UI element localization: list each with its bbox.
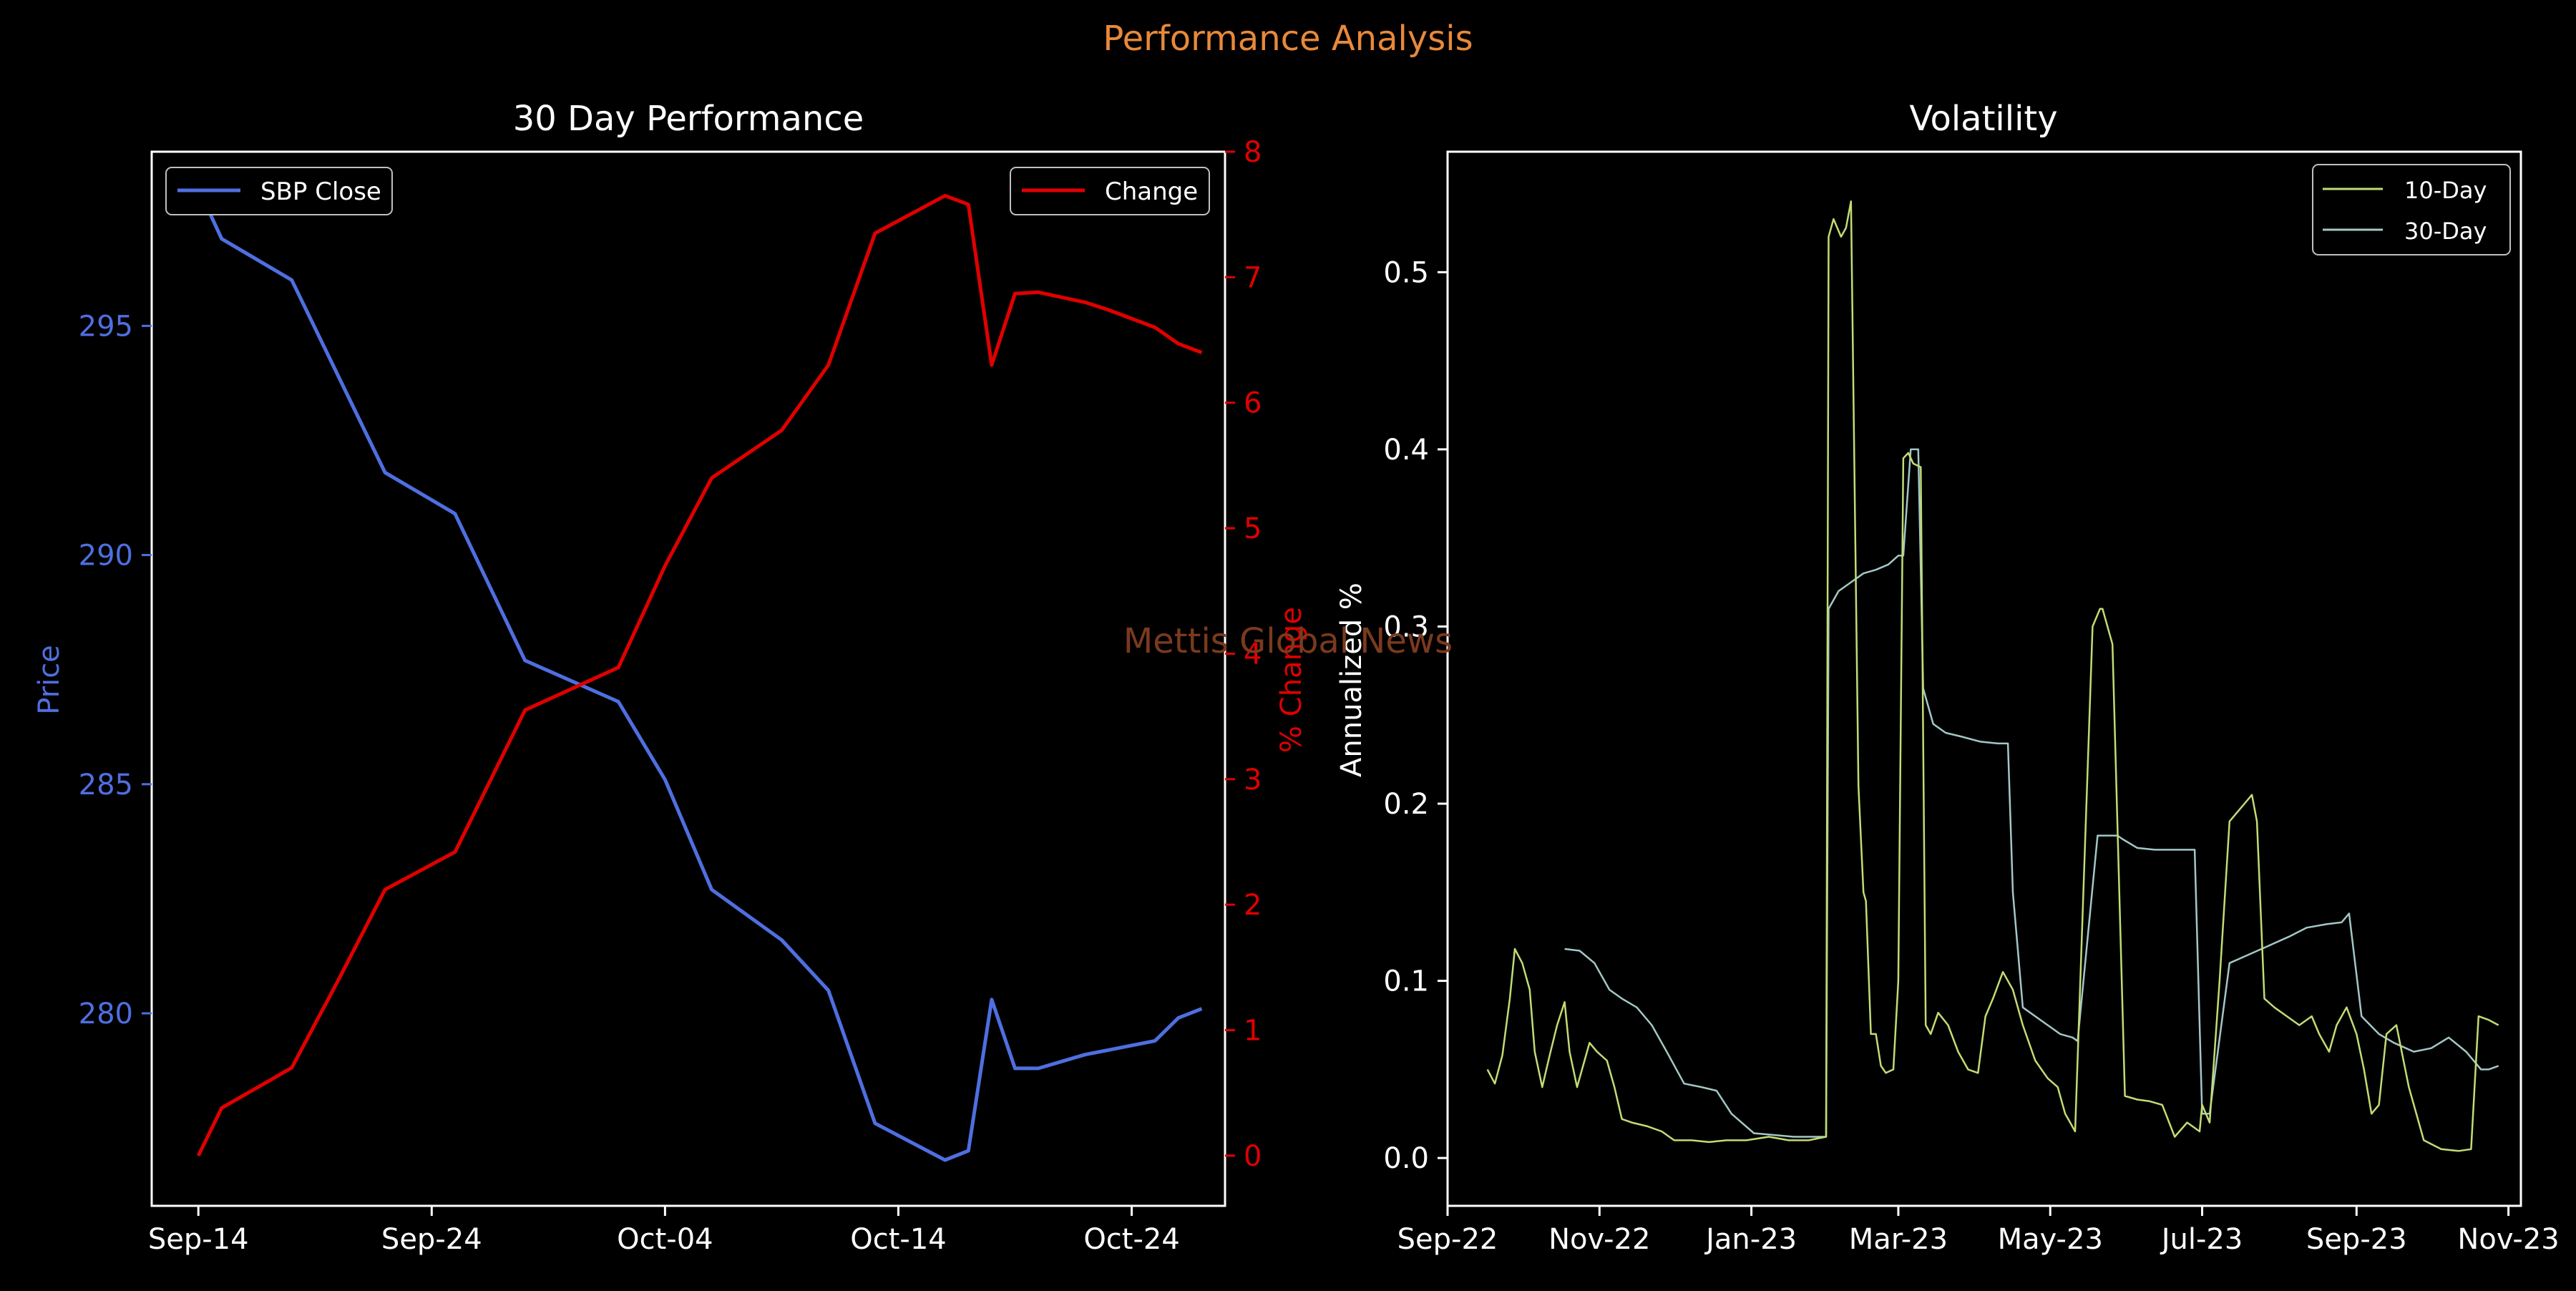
x-tick-label: May-23 bbox=[1998, 1223, 2103, 1256]
x-tick-label: Oct-14 bbox=[850, 1223, 947, 1256]
performance-x-axis: Sep-14 Sep-24 Oct-04 Oct-14 Oct-24 bbox=[148, 1206, 1180, 1256]
price-legend-label: SBP Close bbox=[260, 177, 381, 206]
price-y-axis: 280 285 290 295 bbox=[79, 310, 152, 1031]
performance-chart-frame bbox=[150, 150, 1226, 1207]
volatility-chart: Volatility Sep-22 Nov-22 Jan-23 Mar-23 May-2… bbox=[1335, 99, 2560, 1256]
performance-chart-title: 30 Day Performance bbox=[513, 99, 864, 139]
volatility-chart-frame bbox=[1446, 150, 2522, 1207]
performance-chart: 30 Day Performance Sep-14 Sep-24 Oct-04 Oct… bbox=[33, 99, 1308, 1256]
change-y-axis: 0 1 2 3 4 5 6 7 8 bbox=[1225, 136, 1262, 1173]
change-y-tick-label: 0 bbox=[1244, 1140, 1262, 1173]
y-tick-label: 0.2 bbox=[1383, 788, 1429, 821]
price-y-tick-label: 290 bbox=[79, 540, 133, 573]
price-axis-label: Price bbox=[33, 645, 66, 715]
change-legend: Change bbox=[1010, 167, 1210, 215]
change-y-tick-label: 1 bbox=[1244, 1015, 1262, 1048]
change-series-line bbox=[196, 193, 1203, 1156]
y-tick-label: 0.3 bbox=[1383, 610, 1429, 643]
change-y-tick-label: 6 bbox=[1244, 387, 1262, 420]
y-tick-label: 0.4 bbox=[1383, 434, 1429, 467]
change-y-tick-label: 7 bbox=[1244, 261, 1262, 294]
watermark: Mettis Global News bbox=[1123, 621, 1453, 661]
x-tick-label: Oct-04 bbox=[617, 1223, 713, 1256]
x-tick-label: Sep-14 bbox=[148, 1223, 249, 1256]
volatility-chart-title: Volatility bbox=[1909, 99, 2057, 139]
volatility-x-axis: Sep-22 Nov-22 Jan-23 Mar-23 May-23 Jul-23 Sep-… bbox=[1397, 1206, 2560, 1256]
change-legend-label: Change bbox=[1105, 177, 1198, 206]
y-tick-label: 0.5 bbox=[1383, 256, 1429, 289]
change-y-tick-label: 8 bbox=[1244, 136, 1262, 169]
x-tick-label: Oct-24 bbox=[1083, 1223, 1180, 1256]
x-tick-label: Nov-22 bbox=[1548, 1223, 1650, 1256]
change-axis-label: % Change bbox=[1275, 607, 1308, 753]
change-y-tick-label: 2 bbox=[1244, 889, 1262, 922]
price-y-tick-label: 285 bbox=[79, 769, 133, 802]
vol10-series-line bbox=[1486, 200, 2499, 1152]
x-tick-label: Sep-23 bbox=[2306, 1223, 2407, 1256]
x-tick-label: Nov-23 bbox=[2457, 1223, 2559, 1256]
volatility-axis-label: Annualized % bbox=[1335, 583, 1368, 777]
y-tick-label: 0.0 bbox=[1383, 1142, 1429, 1175]
vol30-legend-label: 30-Day bbox=[2404, 218, 2487, 245]
price-y-tick-label: 295 bbox=[79, 310, 133, 343]
volatility-legend: 10-Day 30-Day bbox=[2312, 164, 2511, 255]
figure-title: Performance Analysis bbox=[1103, 19, 1473, 59]
x-tick-label: Mar-23 bbox=[1849, 1223, 1948, 1256]
x-tick-label: Jul-23 bbox=[2160, 1223, 2243, 1256]
change-y-tick-label: 3 bbox=[1244, 764, 1262, 796]
volatility-y-axis: 0.0 0.1 0.2 0.3 0.4 0.5 bbox=[1383, 256, 1448, 1175]
price-legend: SBP Close bbox=[165, 167, 393, 215]
vol10-legend-label: 10-Day bbox=[2404, 177, 2487, 204]
x-tick-label: Sep-22 bbox=[1397, 1223, 1498, 1256]
change-y-tick-label: 5 bbox=[1244, 512, 1262, 545]
y-tick-label: 0.1 bbox=[1383, 965, 1429, 998]
x-tick-label: Jan-23 bbox=[1704, 1223, 1797, 1256]
price-series-line bbox=[196, 187, 1203, 1162]
price-y-tick-label: 280 bbox=[79, 998, 133, 1031]
change-y-tick-label: 4 bbox=[1244, 638, 1262, 671]
vol30-series-line bbox=[1564, 448, 2499, 1138]
x-tick-label: Sep-24 bbox=[381, 1223, 482, 1256]
